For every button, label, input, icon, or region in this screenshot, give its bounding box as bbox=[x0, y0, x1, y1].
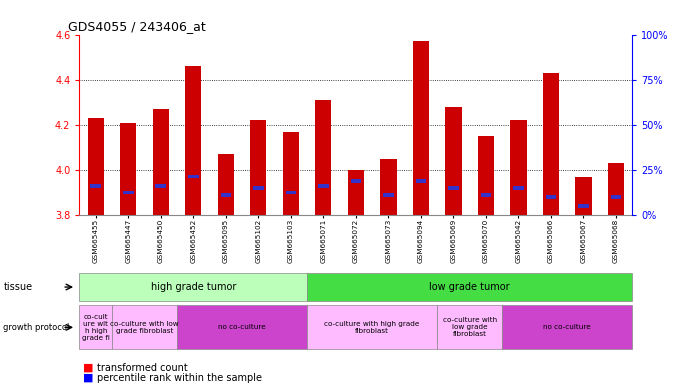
Bar bbox=[543, 73, 559, 215]
Bar bbox=[481, 193, 491, 197]
Bar bbox=[513, 186, 524, 190]
Text: ■: ■ bbox=[83, 363, 93, 373]
Bar bbox=[380, 159, 397, 215]
Bar bbox=[315, 100, 332, 215]
Text: co-culture with low
grade fibroblast: co-culture with low grade fibroblast bbox=[110, 321, 179, 334]
Bar bbox=[383, 193, 394, 197]
Text: low grade tumor: low grade tumor bbox=[429, 282, 510, 292]
Bar bbox=[120, 122, 136, 215]
Bar bbox=[576, 177, 591, 215]
Text: percentile rank within the sample: percentile rank within the sample bbox=[97, 373, 262, 383]
Bar bbox=[220, 193, 231, 197]
Bar bbox=[546, 195, 556, 199]
Bar bbox=[448, 186, 459, 190]
Bar bbox=[218, 154, 234, 215]
Bar bbox=[283, 132, 299, 215]
Text: no co-culture: no co-culture bbox=[218, 324, 266, 330]
Bar bbox=[155, 184, 166, 187]
Text: ■: ■ bbox=[83, 373, 93, 383]
Bar bbox=[285, 191, 296, 194]
Bar bbox=[153, 109, 169, 215]
Text: co-culture with
low grade
fibroblast: co-culture with low grade fibroblast bbox=[443, 317, 497, 338]
Bar bbox=[511, 120, 527, 215]
Bar bbox=[123, 191, 133, 194]
Bar bbox=[477, 136, 494, 215]
Bar bbox=[611, 195, 621, 199]
Bar bbox=[415, 179, 426, 183]
Bar bbox=[91, 184, 101, 187]
Text: growth protocol: growth protocol bbox=[3, 323, 70, 332]
Text: transformed count: transformed count bbox=[97, 363, 187, 373]
Text: tissue: tissue bbox=[3, 282, 32, 292]
Bar bbox=[88, 118, 104, 215]
Bar bbox=[188, 175, 198, 179]
Text: high grade tumor: high grade tumor bbox=[151, 282, 236, 292]
Bar bbox=[350, 179, 361, 183]
Text: co-culture with high grade
fibroblast: co-culture with high grade fibroblast bbox=[325, 321, 420, 334]
Text: GDS4055 / 243406_at: GDS4055 / 243406_at bbox=[68, 20, 206, 33]
Bar bbox=[608, 163, 624, 215]
Text: no co-culture: no co-culture bbox=[543, 324, 591, 330]
Text: co-cult
ure wit
h high
grade fi: co-cult ure wit h high grade fi bbox=[82, 314, 110, 341]
Bar bbox=[413, 41, 429, 215]
Bar bbox=[445, 107, 462, 215]
Bar bbox=[250, 120, 267, 215]
Bar bbox=[348, 170, 364, 215]
Bar bbox=[253, 186, 263, 190]
Bar bbox=[318, 184, 329, 187]
Bar bbox=[185, 66, 201, 215]
Bar bbox=[578, 204, 589, 208]
